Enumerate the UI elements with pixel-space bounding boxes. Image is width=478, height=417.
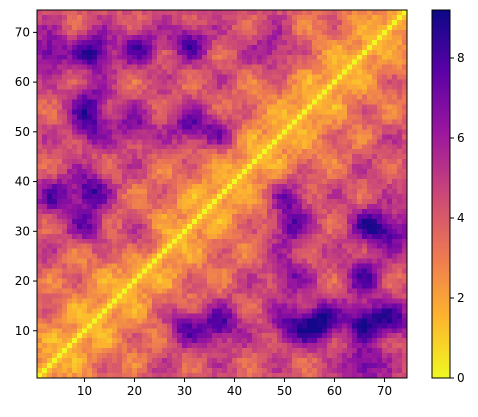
y-tick-label: 10 <box>15 324 30 338</box>
x-axis: 10 20 30 40 50 60 70 <box>77 378 392 398</box>
y-axis: 10 20 30 40 50 60 70 <box>15 25 37 338</box>
colorbar-tick-label: 6 <box>457 131 465 145</box>
y-tick-label: 40 <box>15 175 30 189</box>
y-tick-label: 60 <box>15 75 30 89</box>
plot-frame <box>36 9 408 379</box>
colorbar-gradient <box>432 10 450 378</box>
colorbar-tick-label: 0 <box>457 371 465 385</box>
colorbar-tick-label: 4 <box>457 211 465 225</box>
colorbar-frame <box>431 9 451 379</box>
y-tick-label: 50 <box>15 125 30 139</box>
x-tick-label: 10 <box>77 384 92 398</box>
colorbar-ticks: 0 2 4 6 8 <box>450 51 465 385</box>
x-tick-label: 20 <box>127 384 142 398</box>
x-tick-label: 60 <box>327 384 342 398</box>
x-tick-label: 70 <box>377 384 392 398</box>
colorbar-tick-label: 2 <box>457 291 465 305</box>
colorbar-tick-label: 8 <box>457 51 465 65</box>
heatmap-image <box>37 10 407 378</box>
x-tick-label: 50 <box>277 384 292 398</box>
heatmap-plot-area <box>36 9 408 379</box>
x-tick-label: 40 <box>227 384 242 398</box>
y-tick-label: 20 <box>15 274 30 288</box>
y-tick-label: 30 <box>15 224 30 238</box>
colorbar: 0 2 4 6 8 <box>431 9 465 385</box>
y-tick-label: 70 <box>15 25 30 39</box>
x-tick-label: 30 <box>177 384 192 398</box>
